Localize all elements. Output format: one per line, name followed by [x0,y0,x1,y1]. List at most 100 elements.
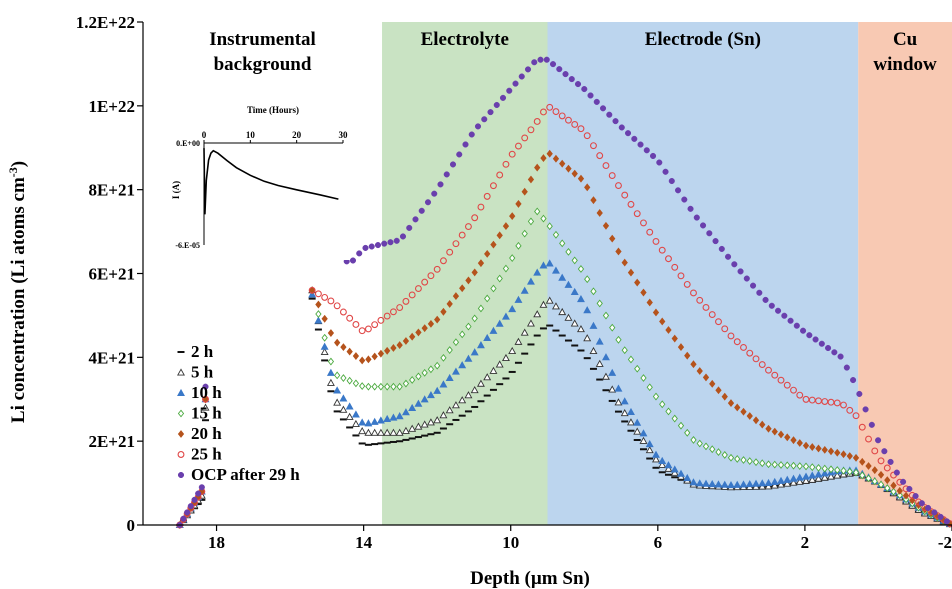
data-point [509,212,516,221]
data-point [721,392,728,401]
data-point [740,407,747,416]
data-point [846,467,853,476]
data-point [202,395,209,403]
data-point [639,436,648,444]
data-point [426,418,435,426]
data-point [765,366,772,374]
x-tick-label: 6 [654,533,663,552]
data-point [587,92,594,99]
data-point [884,476,891,485]
data-point [377,316,385,324]
data-point [384,346,391,355]
series-20-h [176,149,952,529]
data-point [925,504,932,512]
data-point [420,395,429,403]
data-point [314,316,323,324]
data-point [420,420,429,428]
data-point [752,479,760,487]
data-point [614,384,623,392]
data-point [814,470,823,478]
data-point [393,237,400,244]
inset-background [150,95,350,260]
data-point [387,239,394,246]
data-point [451,401,460,409]
data-point [615,182,622,190]
data-point [639,429,648,437]
data-point [334,338,341,347]
data-point [521,229,528,238]
data-point [693,214,700,221]
data-point [320,342,329,350]
data-point [596,299,603,308]
data-point [533,310,542,318]
data-point [900,478,907,485]
data-point [790,386,797,394]
legend-marker [177,451,185,458]
data-point [439,380,448,388]
data-point [401,408,410,416]
x-tick-label: 2 [801,533,810,552]
data-point [327,329,335,337]
data-point [596,152,604,160]
data-point [408,291,416,299]
series-15-h [176,207,952,529]
data-point [546,149,553,158]
data-point [846,452,853,460]
data-point [712,238,719,245]
data-point [640,374,647,382]
data-point [549,61,557,68]
data-point [750,282,757,289]
data-point [734,403,741,412]
data-point [191,496,198,503]
data-point [583,132,591,140]
data-point [756,289,763,296]
data-point [834,448,841,457]
data-point [390,344,397,352]
data-point [540,154,547,163]
data-point [476,379,485,387]
inset-y-axis-title: I (A) [171,181,181,199]
data-point [833,471,842,479]
data-point [476,341,485,349]
data-point [637,141,644,148]
data-point [634,364,641,373]
data-point [618,124,625,131]
data-point [520,328,529,336]
data-point [856,390,863,397]
data-point [346,347,353,356]
data-point [765,460,772,469]
data-point [852,468,860,477]
data-point [339,394,348,402]
data-point [377,349,385,358]
data-point [545,259,554,267]
data-point [552,154,560,163]
data-point [424,199,432,206]
data-point [198,484,205,491]
data-point [821,464,828,473]
data-point [683,473,692,482]
data-point [777,480,785,488]
current-time-inset: Time (Hours) I (A) 0 10 20 30 0.E+00 -6.E-05 [150,95,350,260]
data-point [577,174,585,183]
data-point [321,293,329,301]
data-point [802,462,810,471]
region-band [382,22,548,525]
data-point [696,367,703,375]
data-point [789,478,798,486]
data-point [652,450,660,458]
inset-x-tick-labels: 0 10 20 30 [202,130,348,143]
data-point [671,334,678,343]
data-point [827,465,835,474]
data-point [402,297,410,305]
data-point [431,190,438,197]
data-point [374,242,382,249]
x-tick-label: 10 [502,533,519,552]
data-point [470,348,479,356]
data-point [551,266,560,274]
data-point [409,332,416,341]
data-point [490,284,497,293]
data-point [787,317,794,324]
data-point [662,168,669,175]
data-point [408,403,417,411]
region-band [858,22,952,525]
